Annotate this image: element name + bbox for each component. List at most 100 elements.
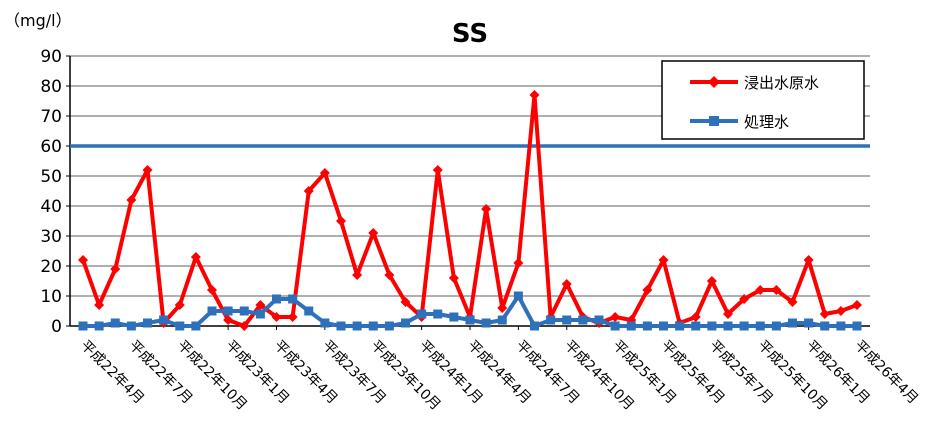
y-tick-label: 20 [40, 257, 62, 277]
data-point-raw [271, 312, 282, 322]
data-point-raw [513, 258, 524, 268]
chart-title: SS [452, 19, 488, 49]
data-point-raw [303, 186, 314, 196]
data-point-raw [174, 300, 185, 310]
data-point-treated [691, 321, 701, 331]
data-point-treated [820, 321, 830, 331]
data-point-raw [336, 216, 346, 226]
data-point-treated [626, 321, 636, 331]
data-point-treated [562, 315, 572, 325]
data-point-treated [836, 321, 846, 331]
data-point-treated [449, 312, 459, 322]
data-point-treated [433, 309, 443, 319]
y-tick-label: 90 [40, 47, 62, 67]
data-point-treated [642, 321, 652, 331]
data-point-raw [787, 297, 798, 307]
data-point-treated [546, 315, 556, 325]
data-point-raw [610, 312, 621, 322]
data-point-raw [190, 252, 201, 262]
data-point-treated [707, 321, 717, 331]
data-point-raw [835, 306, 846, 316]
series-group [78, 90, 862, 331]
data-point-raw [561, 279, 572, 289]
data-point-treated [578, 315, 588, 325]
data-point-raw [400, 297, 411, 307]
data-point-treated [804, 318, 814, 328]
y-axis-ticks: 0 10 20 30 40 50 60 70 80 90 [40, 47, 62, 337]
legend-label-treated: 処理水 [744, 113, 789, 131]
data-point-treated [239, 306, 249, 316]
data-point-treated [94, 321, 104, 331]
data-point-raw [255, 300, 266, 310]
data-point-raw [739, 294, 750, 304]
data-point-treated [513, 291, 523, 301]
data-point-raw [819, 309, 830, 319]
data-point-treated [384, 321, 394, 331]
data-point-treated [191, 321, 201, 331]
legend-box [661, 60, 865, 140]
data-point-raw [706, 276, 717, 286]
y-unit-label: （mg/l） [4, 11, 72, 30]
y-tick-label: 40 [40, 197, 62, 217]
data-point-raw [852, 300, 862, 310]
y-tick-label: 10 [40, 287, 62, 307]
data-point-treated [465, 315, 475, 325]
y-tick-label: 0 [51, 317, 62, 337]
data-point-raw [78, 255, 88, 265]
data-point-raw [771, 285, 782, 295]
y-tick-label: 60 [40, 137, 62, 157]
data-point-raw [497, 303, 508, 313]
data-point-raw [287, 312, 298, 322]
data-point-treated [223, 306, 233, 316]
data-point-raw [755, 285, 766, 295]
data-point-treated [530, 321, 539, 331]
data-point-raw [658, 255, 669, 265]
data-point-raw [368, 228, 379, 238]
data-point-raw [529, 90, 540, 100]
data-point-raw [142, 165, 153, 175]
data-point-treated [852, 321, 862, 331]
data-point-treated [771, 321, 781, 331]
data-point-raw [642, 285, 653, 295]
data-point-treated [739, 321, 749, 331]
data-point-treated [610, 321, 620, 331]
data-point-raw [207, 285, 217, 295]
data-point-treated [110, 318, 120, 328]
data-point-raw [384, 270, 395, 280]
y-tick-label: 50 [40, 167, 62, 187]
data-point-raw [723, 309, 733, 319]
data-point-treated [126, 321, 136, 331]
data-point-treated [675, 321, 685, 331]
data-point-treated [417, 309, 427, 319]
y-tick-label: 30 [40, 227, 62, 247]
data-point-treated [272, 294, 281, 304]
data-point-raw [319, 168, 330, 178]
y-tick-label: 80 [40, 77, 62, 97]
data-point-treated [288, 294, 298, 304]
data-point-treated [320, 318, 330, 328]
data-point-raw [110, 264, 121, 274]
data-point-treated [401, 318, 410, 328]
data-point-treated [304, 306, 314, 316]
data-point-raw [239, 321, 250, 331]
data-point-treated [594, 315, 604, 325]
data-point-treated [659, 321, 668, 331]
data-point-treated [368, 321, 378, 331]
legend-marker-raw [708, 76, 720, 88]
data-point-raw [94, 300, 105, 310]
data-point-treated [78, 321, 88, 331]
data-point-treated [497, 315, 507, 325]
data-point-raw [126, 195, 137, 205]
data-point-treated [255, 309, 265, 319]
data-point-treated [175, 321, 185, 331]
data-point-treated [723, 321, 733, 331]
data-point-treated [788, 318, 797, 328]
data-point-raw [223, 315, 234, 325]
data-point-treated [481, 318, 491, 328]
y-tick-label: 70 [40, 107, 62, 127]
data-point-treated [352, 321, 362, 331]
x-axis-ticks: 平成22年4月平成22年7月平成22年10月平成23年1月平成23年4月平成23… [77, 326, 921, 414]
data-point-treated [207, 306, 217, 316]
data-point-treated [159, 315, 169, 325]
